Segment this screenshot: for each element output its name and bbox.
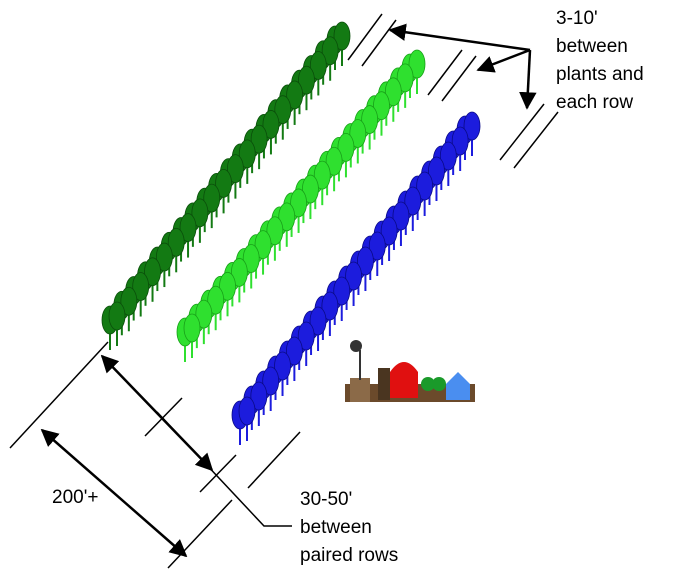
arrows	[40, 23, 537, 558]
tree-crown	[230, 258, 248, 287]
tree-crown	[238, 396, 256, 426]
tree-crown	[132, 272, 150, 301]
tree-crown	[120, 286, 138, 316]
tree-crown	[238, 139, 256, 169]
tree-crown	[179, 213, 197, 242]
tree-crown	[309, 306, 327, 336]
tree-crown	[227, 154, 244, 184]
row-spacing-label: paired rows	[300, 545, 398, 566]
tree-crown	[215, 168, 232, 198]
row-spacing-label: between	[300, 517, 372, 538]
tree-crown	[274, 351, 291, 381]
tree-crown	[274, 95, 292, 125]
tree-crown	[108, 301, 126, 331]
tree-crown	[392, 201, 410, 231]
farm-icon	[345, 340, 475, 402]
tree-crown	[155, 242, 173, 272]
tree-crown	[285, 336, 303, 366]
tree-crown	[167, 227, 185, 257]
tree-crown	[333, 21, 351, 51]
tree-crown	[384, 77, 402, 107]
tree-crown	[345, 261, 362, 291]
tree-crown	[349, 119, 367, 148]
tree-crown	[361, 105, 379, 134]
tree-crown	[333, 276, 351, 306]
tree-crown	[290, 188, 307, 218]
tree-crown	[191, 198, 209, 228]
tree-crown	[203, 183, 221, 213]
plant-spacing-label: plants and	[556, 64, 644, 85]
tree-crown	[250, 381, 268, 411]
tree-crown	[463, 111, 481, 141]
tree-crown	[262, 110, 280, 139]
plant-spacing-label: between	[556, 36, 628, 57]
tree-crown	[298, 65, 315, 95]
tree-crown	[357, 246, 374, 276]
tree-crown	[219, 271, 236, 301]
tree-crown	[242, 244, 260, 273]
tree-rows	[101, 21, 481, 445]
plant-spacing-label: each row	[556, 92, 633, 113]
tree-crown	[325, 146, 343, 176]
tree-crown	[396, 63, 414, 93]
tree-crown	[313, 160, 331, 190]
tree-crown	[416, 171, 434, 201]
tree-crown	[428, 156, 445, 186]
plant-spacing-label: 3-10'	[556, 8, 598, 29]
tree-crown	[321, 291, 339, 321]
tree-crown	[278, 202, 296, 232]
tree-crown	[286, 80, 304, 110]
tree-crown	[254, 230, 272, 260]
tree-crown	[297, 321, 315, 351]
tree-crown	[373, 91, 390, 121]
tree-crown	[207, 285, 225, 315]
tree-crown	[368, 231, 386, 261]
tree-crown	[262, 366, 280, 396]
tree-crown	[250, 124, 268, 154]
tree-crown	[321, 36, 339, 66]
tree-crown	[309, 51, 327, 80]
tree-crown	[380, 216, 398, 246]
row-guides-bottom	[9, 341, 301, 569]
tree-crown	[183, 313, 201, 343]
row-guides-top	[347, 13, 559, 169]
tree-crown	[337, 132, 355, 162]
tree-crown	[302, 174, 319, 204]
tree-crown	[451, 126, 469, 156]
tree-crown	[404, 186, 422, 216]
tree-crown	[408, 49, 426, 79]
field-width-label: 200'+	[52, 487, 98, 508]
tree-crown	[266, 216, 284, 246]
tree-crown	[439, 141, 457, 171]
tree-crown	[144, 257, 161, 287]
row-spacing-label: 30-50'	[300, 489, 352, 510]
tree-crown	[195, 299, 213, 329]
